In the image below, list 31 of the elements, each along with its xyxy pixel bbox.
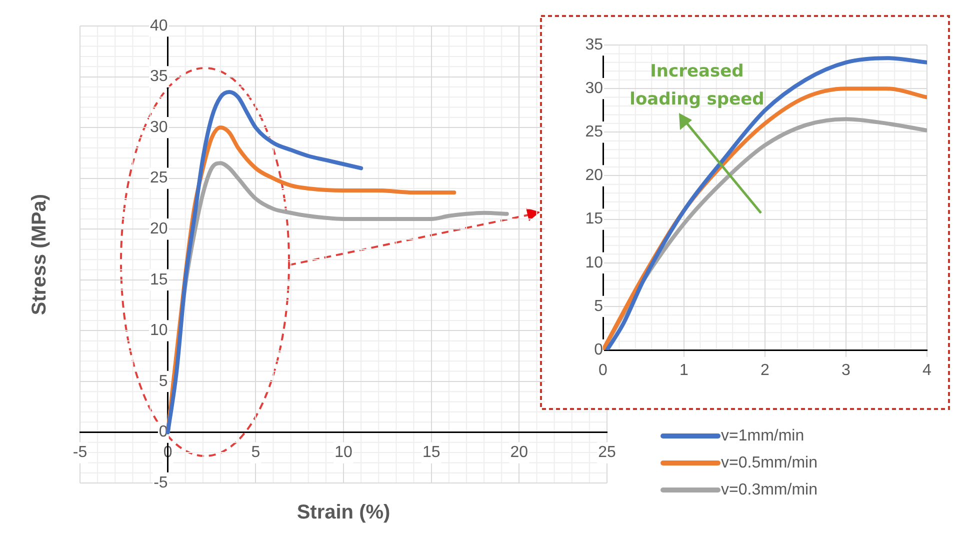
y-tick-label: 25 [585, 124, 604, 141]
x-tick-label: 20 [510, 444, 528, 462]
legend-label: v=0.3mm/min [721, 481, 818, 498]
y-tick-label: 10 [150, 322, 168, 340]
y-tick-label: 25 [150, 170, 168, 187]
x-tick-label: 10 [334, 444, 352, 462]
x-tick-label: 4 [922, 362, 932, 380]
x-tick-label: 2 [760, 362, 770, 380]
y-tick-label: -5 [154, 474, 168, 492]
x-axis-title: Strain (%) [296, 502, 390, 524]
y-tick-label: 20 [150, 220, 168, 238]
x-tick-label: 15 [422, 444, 440, 462]
y-tick-label: 30 [150, 118, 168, 136]
y-tick-label: 35 [150, 68, 168, 86]
legend-label: v=1mm/min [721, 427, 804, 444]
x-tick-label: 5 [251, 444, 260, 462]
y-tick-label: 20 [585, 167, 604, 184]
y-axis-title: Stress (MPa) [28, 194, 51, 316]
y-tick-label: 10 [585, 254, 604, 272]
y-tick-label: 40 [150, 17, 168, 34]
y-tick-label: 15 [150, 271, 168, 288]
y-tick-label: 30 [585, 80, 604, 97]
y-tick-label: 0 [594, 341, 604, 358]
x-tick-label: -5 [72, 444, 88, 462]
legend-label: v=0.5mm/min [721, 454, 818, 472]
x-tick-label: 3 [842, 362, 851, 380]
y-tick-label: 35 [585, 36, 604, 54]
x-tick-label: 1 [680, 362, 689, 380]
y-tick-label: 15 [585, 210, 604, 228]
annotation: Increased loading speed [630, 61, 764, 110]
y-tick-label: 5 [594, 298, 604, 315]
